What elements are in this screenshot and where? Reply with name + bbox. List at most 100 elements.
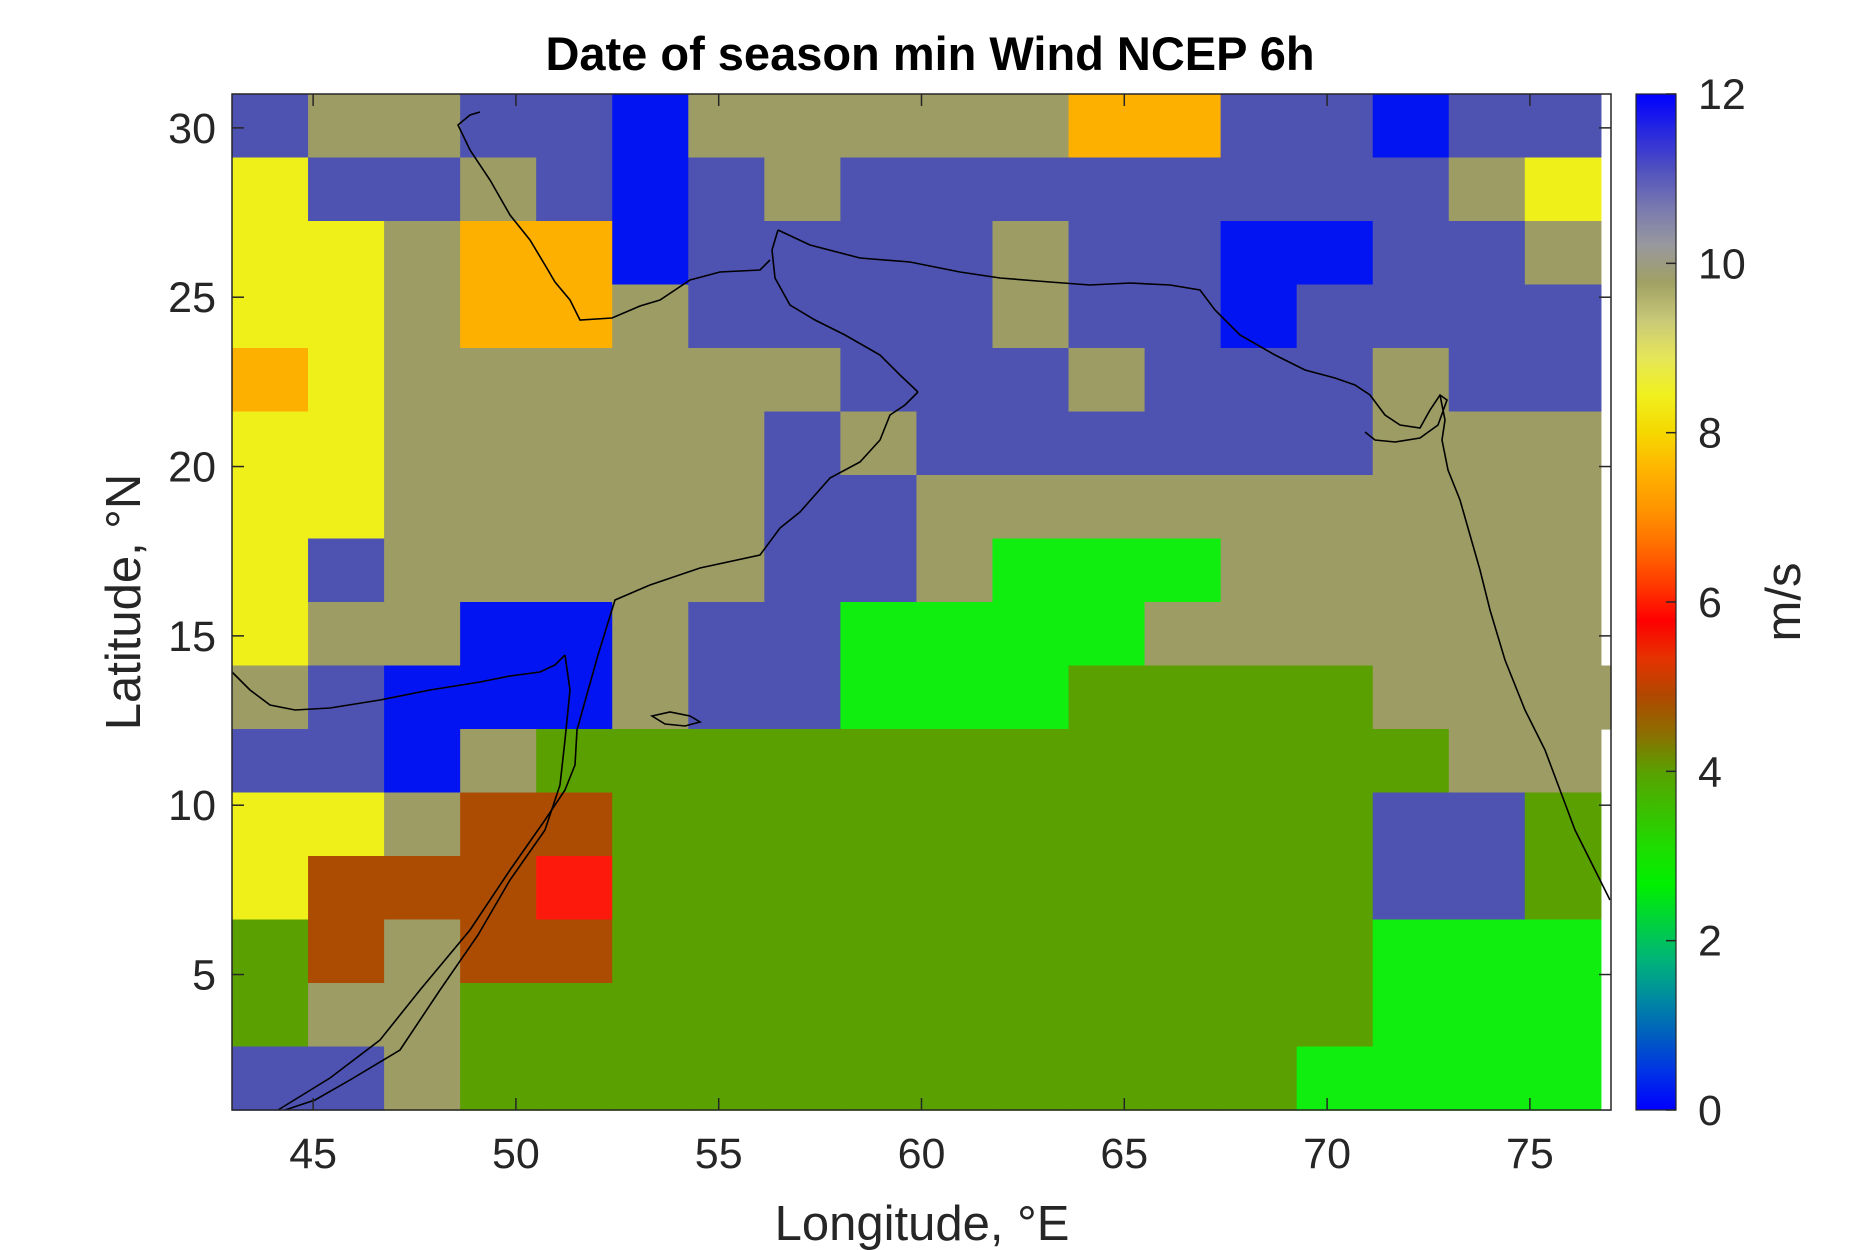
heatmap-cell — [536, 157, 613, 222]
heatmap-cell — [688, 221, 765, 286]
heatmap-cell — [308, 94, 385, 159]
heatmap-cell — [308, 665, 385, 730]
heatmap-cell — [308, 475, 385, 540]
heatmap-cell — [1296, 602, 1374, 667]
heatmap-cell — [1524, 602, 1602, 667]
heatmap-cell — [1068, 856, 1146, 921]
heatmap-cell — [1372, 221, 1450, 286]
heatmap-cell — [1524, 919, 1602, 984]
heatmap-cell — [916, 475, 994, 540]
heatmap-cell — [232, 221, 309, 286]
heatmap-cell — [536, 919, 613, 984]
heatmap-cell — [840, 602, 918, 667]
colorbar-tick-label: 0 — [1698, 1087, 1722, 1135]
heatmap-cell — [1296, 475, 1374, 540]
heatmap-cell — [384, 602, 461, 667]
heatmap-cell — [232, 729, 309, 794]
heatmap-cell — [460, 475, 537, 540]
y-axis-label: Latitude, °N — [97, 474, 151, 731]
heatmap-cell — [1448, 792, 1526, 857]
heatmap-cell — [1144, 602, 1222, 667]
coastline-socotra — [649, 711, 703, 727]
heatmap-cell — [536, 348, 613, 413]
heatmap-cell — [460, 983, 537, 1048]
heatmap-cell — [460, 602, 537, 667]
heatmap-cell — [992, 729, 1070, 794]
heatmap-cell — [840, 221, 918, 286]
heatmap-cell — [232, 94, 309, 159]
heatmap-cell — [688, 348, 765, 413]
heatmap-cell — [308, 284, 385, 349]
heatmap-cell — [232, 665, 309, 730]
heatmap-cell — [1220, 602, 1298, 667]
heatmap-cell — [916, 729, 994, 794]
heatmap-cell — [916, 983, 994, 1048]
heatmap-cell — [1296, 983, 1374, 1048]
coastline-gulf-south — [457, 111, 771, 321]
heatmap-cell — [840, 729, 918, 794]
heatmap-cell — [992, 665, 1070, 730]
heatmap-cell — [992, 94, 1070, 159]
heatmap-cell — [1068, 348, 1146, 413]
heatmap-cell — [536, 221, 613, 286]
x-axis: 45 50 55 60 65 70 75 — [289, 94, 1554, 1178]
heatmap-cell — [916, 411, 994, 476]
heatmap-cell — [384, 475, 461, 540]
heatmap-cell — [916, 284, 994, 349]
heatmap-cell — [1220, 1046, 1298, 1111]
heatmap-cell — [612, 284, 689, 349]
heatmap-cell — [1220, 729, 1298, 794]
heatmap-cell — [384, 1046, 461, 1111]
colorbar-ticks: 0 2 4 6 8 10 12 — [1666, 71, 1746, 1135]
heatmap-cell — [688, 983, 765, 1048]
heatmap-cell — [688, 157, 765, 222]
heatmap-cell — [764, 94, 841, 159]
heatmap-cell — [992, 348, 1070, 413]
heatmap-cell — [384, 221, 461, 286]
heatmap-cell — [1524, 665, 1602, 730]
heatmap-cell — [1372, 729, 1450, 794]
heatmap-cell — [1524, 348, 1602, 413]
heatmap-cell — [1448, 157, 1526, 222]
x-tick-label: 50 — [492, 1130, 540, 1178]
heatmap-cell — [1144, 475, 1222, 540]
heatmap-cell — [1144, 919, 1222, 984]
heatmap-cell — [612, 538, 689, 603]
heatmap-cell — [1524, 157, 1602, 222]
heatmap-cell — [764, 221, 841, 286]
x-tick-label: 45 — [289, 1130, 337, 1178]
heatmap-cell — [1372, 792, 1450, 857]
heatmap-cell — [1220, 856, 1298, 921]
heatmap-cell — [764, 538, 841, 603]
heatmap-cell — [916, 856, 994, 921]
colorbar-tick-label: 10 — [1698, 240, 1746, 288]
heatmap-cell — [1448, 475, 1526, 540]
heatmap-cell — [688, 602, 765, 667]
heatmap-cell — [536, 792, 613, 857]
heatmap-cell — [1220, 284, 1298, 349]
heatmap-cell — [916, 602, 994, 667]
chart-title: Date of season min Wind NCEP 6h — [545, 27, 1314, 80]
heatmap-cell — [916, 665, 994, 730]
heatmap-cell — [1448, 221, 1526, 286]
heatmap-cell — [688, 792, 765, 857]
heatmap-cell — [536, 602, 613, 667]
heatmap-cell — [1144, 729, 1222, 794]
heatmap-cell — [1524, 284, 1602, 349]
heatmap-cell — [308, 983, 385, 1048]
heatmap-cell — [232, 602, 309, 667]
heatmap-cell — [1144, 221, 1222, 286]
heatmap-cell — [1448, 602, 1526, 667]
heatmap-cell — [612, 475, 689, 540]
heatmap-cell — [764, 411, 841, 476]
heatmap-cell — [232, 157, 309, 222]
heatmap-cell — [1448, 729, 1526, 794]
heatmap-cell — [536, 475, 613, 540]
heatmap-cell — [1068, 284, 1146, 349]
heatmap-cell — [992, 983, 1070, 1048]
heatmap-cell — [460, 792, 537, 857]
heatmap-cell — [536, 284, 613, 349]
heatmap-cell — [840, 475, 918, 540]
heatmap-cell — [992, 538, 1070, 603]
